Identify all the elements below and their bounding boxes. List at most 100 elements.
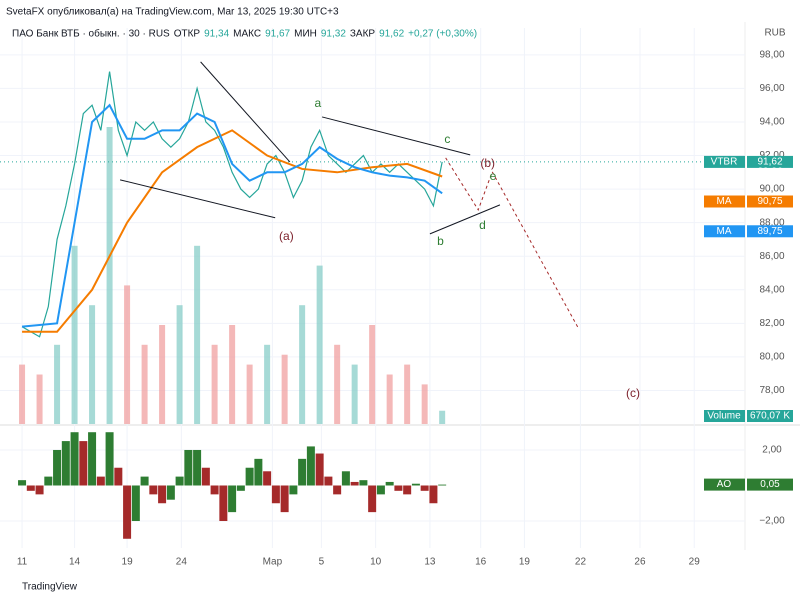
volume-bar [211,344,218,424]
x-tick-label: Мар [263,557,283,568]
ao-bar [44,476,53,486]
legend-text: МИН [294,29,317,40]
ao-bar [175,476,184,486]
y-tick-label: 2,00 [762,445,782,456]
price-tag [747,155,793,168]
ao-bar [429,485,438,504]
trendline [321,116,471,156]
volume-bar [141,344,148,424]
wave-label: (b) [480,156,495,170]
name-tag-text: MA [717,196,732,207]
ao-bar [149,485,158,495]
x-tick-label: 10 [370,557,382,568]
volume-bar [246,364,253,424]
series-line [21,103,443,328]
ao-bar [140,476,149,486]
price-tag-value: 91,62 [757,157,782,168]
volume-bar [36,374,43,424]
ao-bar [289,485,298,495]
price-tag-value: 89,75 [757,226,782,237]
ao-bar [385,481,394,486]
ao-bar [324,476,333,486]
ao-bar [228,485,237,513]
x-tick-label: 5 [319,557,325,568]
author-line: SvetaFX опубликовал(а) на TradingView.co… [6,6,339,18]
ao-bar [158,485,167,504]
name-tag-text: VTBR [711,157,738,168]
legend-text: 91,67 [265,29,290,40]
timer: 29:36 [757,167,782,178]
legend-text: +0,27 (+0,30%) [408,29,477,40]
ao-bar [263,471,272,486]
name-tag [704,478,745,491]
name-tag [704,155,745,168]
y-tick-label: 92,00 [759,150,784,161]
ao-bar [131,485,140,522]
volume-bar [351,364,358,424]
y-tick-label: 90,00 [759,184,784,195]
volume-bar [404,364,411,424]
ao-bar [219,485,228,522]
volume-bar [421,384,428,424]
volume-bar [106,127,113,424]
projection-path [445,157,579,329]
x-tick-label: 22 [575,557,587,568]
ao-bar [184,449,193,486]
series-line [22,129,443,333]
legend-text: 91,34 [204,29,229,40]
ao-bar [114,467,123,486]
wave-label: d [479,218,486,232]
ao-bar [420,485,429,491]
x-tick-label: 29 [689,557,701,568]
x-tick-label: 24 [176,557,188,568]
legend-text: ОТКР [174,29,201,40]
wave-label: (a) [279,229,294,243]
volume-bar [316,265,323,424]
volume-bar [439,410,446,424]
x-tick-label: 19 [122,557,134,568]
currency: RUB [764,28,785,39]
ao-bar [341,471,350,486]
ao-bar [166,485,175,500]
name-tag-text: Volume [707,411,741,422]
name-tag-text: MA [717,226,732,237]
ao-bar [96,476,105,486]
name-tag [704,225,745,238]
y-tick-label: 88,00 [759,217,784,228]
ao-bar [193,449,202,486]
ao-bar [123,485,132,539]
volume-bar [264,344,271,424]
ao-bar [53,449,62,486]
volume-bar [176,305,183,424]
x-tick-label: 14 [69,557,81,568]
ao-bar [403,485,412,495]
price-tag [747,195,793,208]
x-tick-label: 11 [17,557,28,568]
y-tick-label: 94,00 [759,117,784,128]
y-tick-label: 84,00 [759,284,784,295]
x-tick-label: 16 [475,557,487,568]
legend-text: МАКС [233,29,261,40]
price-tag-value: 0,05 [760,479,780,490]
wave-label: (c) [626,386,640,400]
y-tick-label: 86,00 [759,251,784,262]
name-tag-text: AO [717,479,732,490]
volume-bar [19,364,26,424]
ao-bar [201,467,210,486]
y-tick-label: −2,00 [759,516,785,527]
volume-bar [89,305,96,424]
volume-bar [369,325,376,424]
ao-bar [394,485,403,491]
legend-text: 91,62 [379,29,404,40]
wave-label: a [315,96,322,110]
ao-bar [236,485,245,491]
ao-bar [315,453,324,486]
ao-bar [35,485,44,495]
trendline [429,204,501,235]
wave-label: b [437,234,444,248]
ao-bar [105,432,114,486]
volume-bar [386,374,393,424]
volume-bar [159,325,166,424]
